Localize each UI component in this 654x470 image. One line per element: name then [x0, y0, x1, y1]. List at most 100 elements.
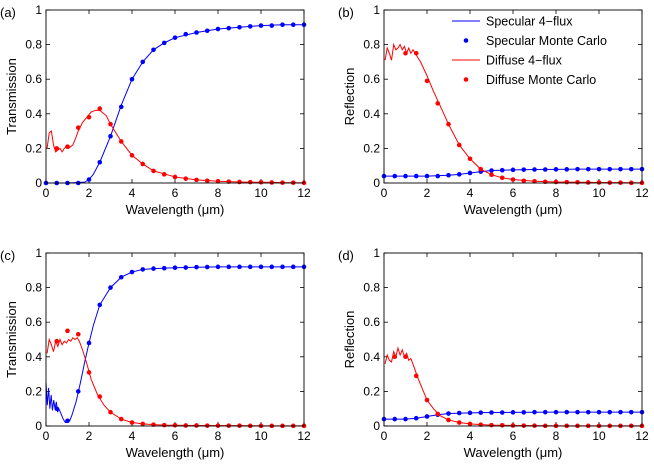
legend-entry-label: Specular Monte Carlo [486, 34, 607, 48]
data-point [403, 354, 408, 360]
legend-marker-swatch [463, 77, 469, 82]
y-tick-label: 0.2 [363, 141, 380, 155]
data-point [290, 22, 296, 28]
data-point [403, 50, 408, 56]
x-tick-label: 12 [297, 429, 311, 443]
x-tick-label: 2 [424, 186, 431, 200]
panel-label: (a) [0, 5, 16, 20]
x-tick-label: 2 [424, 429, 431, 443]
y-tick-label: 1 [35, 3, 42, 17]
data-point [86, 340, 92, 346]
y-tick-label: 0.4 [25, 350, 42, 364]
data-point [226, 264, 232, 270]
data-point [54, 146, 60, 151]
data-point [628, 166, 634, 172]
data-point [413, 50, 419, 56]
data-point [403, 173, 408, 179]
y-tick-label: 0 [35, 176, 42, 190]
data-point [413, 173, 419, 179]
y-tick-label: 0.6 [25, 315, 42, 329]
x-tick-label: 4 [467, 186, 474, 200]
data-point [215, 264, 221, 270]
data-point [204, 178, 210, 184]
panel-d: 0 2 4 6 8 10 12 0 0.2 0.4 0.6 0.8 1 Wavelength (μm) Re… [338, 246, 649, 460]
data-point [129, 269, 135, 275]
data-point [553, 167, 559, 172]
data-point [553, 179, 559, 185]
panel-a: 0 2 4 6 8 10 12 0 0.2 0.4 0.6 0.8 1 Wavelength (μm) Tr… [0, 3, 311, 217]
data-point [564, 409, 570, 415]
data-point [392, 354, 398, 360]
data-point [424, 414, 430, 419]
x-tick-label: 12 [635, 186, 649, 200]
data-point [140, 421, 146, 427]
data-point [489, 168, 494, 173]
x-axis-label: Wavelength (μm) [126, 445, 225, 460]
data-point [446, 172, 451, 178]
data-point [269, 23, 275, 28]
y-tick-label: 0.8 [25, 38, 42, 52]
x-tick-label: 12 [635, 429, 649, 443]
x-tick-label: 10 [254, 186, 268, 200]
data-point [161, 422, 167, 428]
data-point [129, 420, 135, 425]
data-point [140, 59, 146, 65]
x-tick-label: 6 [172, 429, 179, 443]
y-axis-label: Reflection [342, 68, 357, 126]
data-point [172, 174, 178, 180]
panel-label: (c) [0, 248, 15, 263]
series-line [46, 109, 305, 184]
y-tick-label: 0.4 [363, 350, 380, 364]
data-point [585, 180, 591, 185]
data-point [542, 409, 548, 415]
data-point [392, 416, 398, 422]
data-point [75, 332, 81, 337]
data-point [140, 161, 146, 167]
x-tick-label: 0 [43, 186, 50, 200]
y-tick-label: 0.2 [25, 141, 42, 155]
data-point [65, 418, 70, 424]
data-point [456, 410, 462, 416]
x-tick-label: 0 [381, 429, 388, 443]
data-point [596, 409, 602, 415]
data-point [215, 178, 221, 184]
data-point [161, 40, 167, 46]
x-tick-label: 0 [381, 186, 388, 200]
data-point [489, 410, 494, 415]
x-tick-label: 8 [553, 429, 560, 443]
data-point [446, 411, 451, 416]
data-point [161, 172, 167, 177]
data-point [172, 423, 178, 428]
y-tick-label: 0.6 [25, 72, 42, 86]
data-point [510, 167, 516, 173]
y-tick-label: 0.4 [25, 107, 42, 121]
data-point [151, 168, 156, 174]
x-tick-label: 8 [553, 186, 560, 200]
panel-label: (d) [338, 248, 354, 263]
data-point [97, 106, 103, 111]
data-point [258, 264, 264, 270]
data-point [575, 166, 580, 172]
data-point [172, 265, 178, 271]
data-point [424, 173, 430, 179]
y-tick-label: 0.8 [25, 281, 42, 295]
series-group [381, 42, 645, 186]
data-point [521, 410, 527, 415]
data-point [75, 389, 81, 394]
data-point [424, 397, 430, 403]
data-point [183, 31, 189, 37]
plot-frame [45, 9, 305, 184]
data-point [247, 179, 253, 185]
x-tick-label: 8 [215, 429, 222, 443]
legend-marker-swatch [463, 38, 469, 43]
x-tick-label: 10 [254, 429, 268, 443]
y-tick-label: 0.2 [363, 384, 380, 398]
data-point [204, 264, 210, 270]
x-axis-label: Wavelength (μm) [464, 445, 563, 460]
data-point [118, 416, 124, 422]
data-point [118, 104, 124, 110]
x-axis-label: Wavelength (μm) [464, 202, 563, 217]
data-point [65, 144, 70, 149]
x-tick-label: 8 [215, 186, 222, 200]
data-point [478, 410, 484, 415]
